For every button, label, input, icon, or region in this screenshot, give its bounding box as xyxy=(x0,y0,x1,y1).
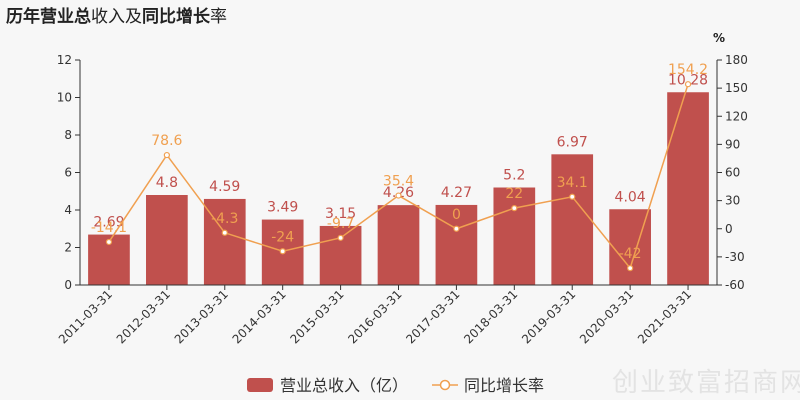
bar-value-label: 3.15 xyxy=(325,206,356,222)
right-tick-label: 150 xyxy=(725,81,748,95)
x-axis: 2011-03-312012-03-312013-03-312014-03-31… xyxy=(56,284,717,346)
x-tick-label: 2011-03-31 xyxy=(56,287,115,346)
line-value-label: -42 xyxy=(619,246,642,262)
bar xyxy=(435,204,478,285)
left-y-axis: 0 2 4 6 8 10 12 xyxy=(57,53,81,292)
bar-value-label: 4.04 xyxy=(615,189,646,205)
x-tick-label: 2021-03-31 xyxy=(635,287,694,346)
title-seg-3: 同比增长 xyxy=(142,7,210,27)
bar-value-label: 4.59 xyxy=(209,179,240,195)
bar xyxy=(493,187,536,285)
line-value-label: 154.2 xyxy=(668,62,708,78)
line-point xyxy=(337,234,344,241)
title-seg-1: 营业总 xyxy=(40,7,91,27)
left-tick-label: 10 xyxy=(57,91,72,105)
title-seg-2: 收入及 xyxy=(91,7,142,27)
line-value-label: -9.7 xyxy=(327,216,354,232)
x-tick-label: 2018-03-31 xyxy=(461,287,520,346)
watermark: 创业致富招商网 xyxy=(612,368,800,398)
line-series: -14.1 78.6 -4.3 -24 -9.7 35.4 0 22 34.1 -42 154.2 xyxy=(91,62,708,272)
bar-value-label: 4.8 xyxy=(156,175,178,191)
bar xyxy=(551,154,594,285)
title-seg-0: 历年 xyxy=(6,7,40,27)
legend-line-marker xyxy=(439,379,451,391)
x-tick-label: 2019-03-31 xyxy=(519,287,578,346)
x-tick-label: 2012-03-31 xyxy=(114,287,173,346)
line-point xyxy=(511,205,518,212)
bar-value-label: 10.28 xyxy=(668,72,708,88)
bar-value-label: 6.97 xyxy=(557,134,588,150)
right-tick-label: 90 xyxy=(725,137,740,151)
right-axis-unit: % xyxy=(713,31,725,45)
right-tick-label: 30 xyxy=(725,194,740,208)
line-value-label: -24 xyxy=(271,229,294,245)
left-tick-label: 6 xyxy=(64,166,72,180)
bar-value-label: 4.27 xyxy=(441,185,472,201)
line-value-label: 35.4 xyxy=(383,174,414,190)
right-y-axis: -60 -30 0 30 60 90 120 150 180% xyxy=(713,31,748,292)
x-tick-label: 2020-03-31 xyxy=(577,287,636,346)
x-tick-label: 2017-03-31 xyxy=(403,287,462,346)
legend: 营业总收入（亿） 同比增长率 xyxy=(247,376,544,395)
line-point xyxy=(105,238,113,246)
line-point xyxy=(163,151,170,159)
line-point xyxy=(453,225,460,232)
line-point xyxy=(627,265,634,272)
bar xyxy=(667,92,709,285)
legend-bar-label: 营业总收入（亿） xyxy=(280,376,408,395)
line-value-label: 34.1 xyxy=(557,175,588,191)
line-point xyxy=(395,192,402,199)
line-value-label: 78.6 xyxy=(151,133,182,149)
x-tick-label: 2014-03-31 xyxy=(230,287,289,346)
right-tick-label: -30 xyxy=(725,250,745,264)
line-value-label: -4.3 xyxy=(211,211,238,227)
x-tick-label: 2015-03-31 xyxy=(287,287,346,346)
title-seg-4: 率 xyxy=(210,7,227,27)
x-tick-label: 2016-03-31 xyxy=(345,287,404,346)
right-tick-label: 180 xyxy=(725,53,748,67)
bar xyxy=(146,195,188,285)
bar-value-label: 3.49 xyxy=(267,200,298,216)
bar-series: 2.694.84.593.493.154.264.275.26.974.0410… xyxy=(88,72,709,285)
left-tick-label: 8 xyxy=(64,128,72,142)
line-point xyxy=(221,229,228,236)
left-tick-label: 0 xyxy=(64,278,72,292)
line-value-label: -14.1 xyxy=(91,220,127,236)
bar-value-label: 5.2 xyxy=(503,168,525,184)
right-tick-label: 120 xyxy=(725,109,748,123)
left-tick-label: 4 xyxy=(64,203,72,217)
line-point xyxy=(684,81,692,88)
right-tick-label: -60 xyxy=(725,278,745,292)
line-value-label: 0 xyxy=(452,207,461,223)
left-tick-label: 12 xyxy=(57,53,72,67)
right-tick-label: 0 xyxy=(725,222,733,236)
line-point xyxy=(279,248,286,255)
right-tick-label: 60 xyxy=(725,166,740,180)
line-value-label: 22 xyxy=(505,186,523,202)
bar xyxy=(377,205,420,285)
legend-line-label: 同比增长率 xyxy=(464,376,544,395)
bar-value-label: 2.69 xyxy=(93,215,124,231)
left-tick-label: 2 xyxy=(64,241,72,255)
x-tick-label: 2013-03-31 xyxy=(172,287,231,346)
line-point xyxy=(569,193,576,200)
legend-bar-swatch xyxy=(247,378,273,392)
chart-title: 历年营业总收入及同比增长率 xyxy=(6,2,227,27)
